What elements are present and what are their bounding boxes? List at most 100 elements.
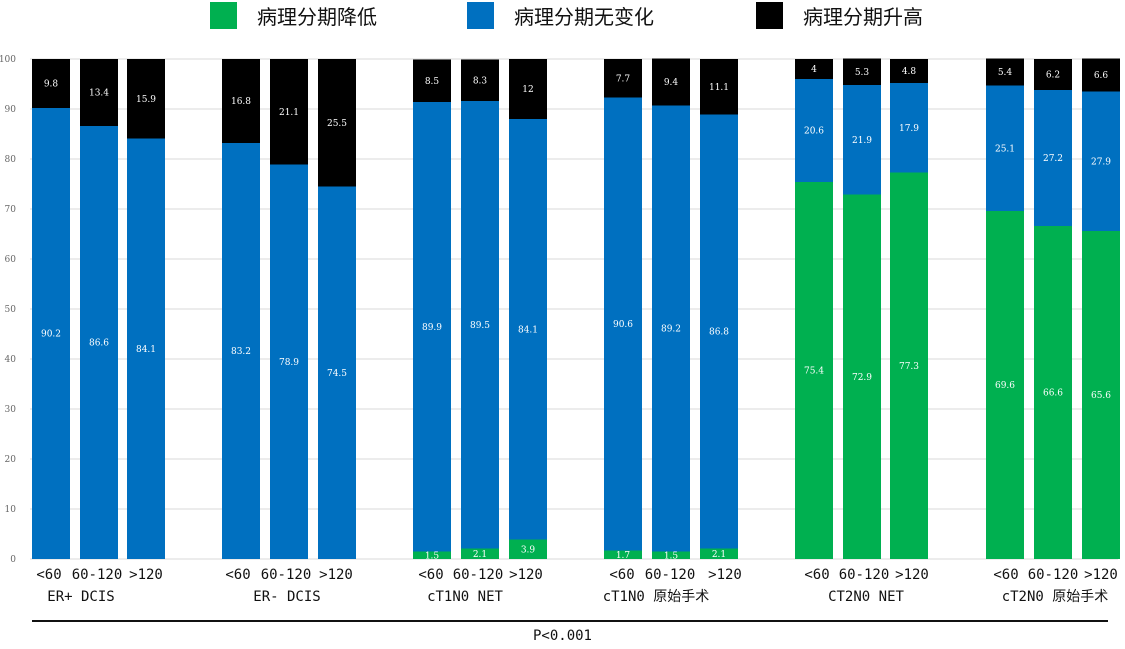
legend-label-same: 病理分期无变化: [514, 4, 654, 29]
bar-segment-down: [413, 551, 451, 559]
legend-item-same: 病理分期无变化: [467, 1, 654, 29]
category-label: >120: [895, 567, 929, 583]
data-label-same: 89.2: [661, 325, 681, 335]
category-label: 60-120: [453, 567, 504, 583]
data-label-up: 16.8: [231, 97, 251, 107]
category-label: >120: [1084, 567, 1118, 583]
group-label: ER+ DCIS: [47, 589, 114, 605]
bar-segment-down: [795, 182, 833, 559]
data-label-up: 5.4: [998, 68, 1013, 78]
data-label-up: 13.4: [89, 89, 109, 99]
data-label-same: 17.9: [899, 124, 919, 134]
data-label-up: 6.6: [1094, 71, 1109, 81]
bar-segment-same: [604, 97, 642, 551]
category-label: >120: [708, 567, 742, 583]
data-label-up: 15.9: [136, 95, 156, 105]
data-label-up: 9.4: [664, 78, 679, 88]
bar-segment-same: [509, 119, 547, 540]
bar-segment-same: [270, 164, 308, 559]
bar-segment-down: [986, 211, 1024, 559]
bar-segment-up: [318, 59, 356, 187]
group-label: cT1N0 原始手术: [603, 589, 710, 605]
category-label: 60-120: [1028, 567, 1079, 583]
bar-segment-same: [890, 83, 928, 173]
bar-segment-up: [222, 59, 260, 143]
bar-segment-up: [890, 59, 928, 83]
legend-swatch-same: [467, 1, 494, 29]
bar-segment-same: [127, 138, 165, 559]
category-label: <60: [225, 567, 250, 583]
data-label-same: 84.1: [518, 325, 538, 335]
bar-segment-same: [1034, 90, 1072, 226]
data-label-up: 21.1: [279, 108, 299, 118]
bar-segment-same: [700, 114, 738, 549]
bar-segment-same: [461, 101, 499, 549]
data-label-down: 2.1: [473, 550, 487, 560]
y-tick-label: 70: [5, 205, 17, 215]
data-label-same: 89.5: [470, 321, 490, 331]
bar-segment-up: [461, 59, 499, 101]
category-label: 60-120: [839, 567, 890, 583]
y-tick-label: 10: [5, 505, 17, 515]
y-tick-label: 50: [5, 305, 17, 315]
bar-segment-up: [843, 58, 881, 85]
data-label-down: 1.5: [664, 551, 679, 561]
bar-segment-up: [795, 59, 833, 79]
legend-label-up: 病理分期升高: [803, 4, 923, 29]
data-label-down: 3.9: [521, 545, 536, 555]
bar-segment-down: [843, 194, 881, 559]
data-label-same: 84.1: [136, 345, 156, 355]
data-label-up: 6.2: [1046, 71, 1060, 81]
data-label-up: 4: [811, 65, 817, 75]
data-label-down: 75.4: [804, 367, 824, 377]
data-label-down: 2.1: [712, 550, 726, 560]
data-label-up: 4.8: [902, 67, 917, 77]
data-label-up: 8.5: [425, 77, 440, 87]
bar-segment-same: [318, 186, 356, 559]
bar-segment-up: [1034, 59, 1072, 90]
bar-segment-up: [413, 59, 451, 102]
bar-segment-down: [1034, 226, 1072, 559]
legend-swatch-down: [210, 1, 237, 29]
data-label-same: 83.2: [231, 347, 251, 357]
bar-segment-same: [652, 105, 690, 552]
data-label-down: 72.9: [852, 373, 872, 383]
bar-segment-down: [509, 539, 547, 559]
group-label: cT1N0 NET: [427, 589, 503, 605]
data-label-same: 21.9: [852, 136, 872, 146]
bar-segment-up: [986, 58, 1024, 86]
data-label-same: 86.6: [89, 339, 109, 349]
category-label: >120: [509, 567, 543, 583]
y-tick-label: 60: [5, 255, 17, 265]
bar-segment-same: [795, 79, 833, 182]
group-label: cT2N0 原始手术: [1002, 589, 1109, 605]
data-label-same: 90.6: [613, 320, 633, 330]
bar-segment-down: [652, 551, 690, 559]
y-tick-label: 100: [0, 55, 16, 65]
y-tick-label: 40: [5, 355, 17, 365]
bar-segment-up: [32, 59, 70, 108]
bar-segment-up: [700, 59, 738, 115]
category-label: <60: [609, 567, 634, 583]
category-label: >120: [129, 567, 163, 583]
category-label: >120: [319, 567, 353, 583]
y-tick-label: 30: [5, 405, 17, 415]
bar-segment-same: [413, 102, 451, 552]
data-label-same: 89.9: [422, 323, 442, 333]
bar-segment-up: [652, 58, 690, 106]
data-label-same: 78.9: [279, 358, 299, 368]
data-label-down: 77.3: [899, 362, 919, 372]
data-label-down: 1.7: [616, 551, 631, 561]
data-label-down: 66.6: [1043, 389, 1063, 399]
data-label-down: 65.6: [1091, 391, 1111, 401]
data-label-same: 74.5: [327, 369, 347, 379]
bar-segment-same: [986, 85, 1024, 211]
data-label-up: 25.5: [327, 119, 347, 129]
data-label-same: 86.8: [709, 328, 729, 338]
category-label: <60: [36, 567, 61, 583]
data-label-same: 27.9: [1091, 157, 1111, 167]
data-label-same: 20.6: [804, 127, 824, 137]
bar-segment-up: [270, 59, 308, 165]
legend-item-up: 病理分期升高: [756, 1, 923, 29]
